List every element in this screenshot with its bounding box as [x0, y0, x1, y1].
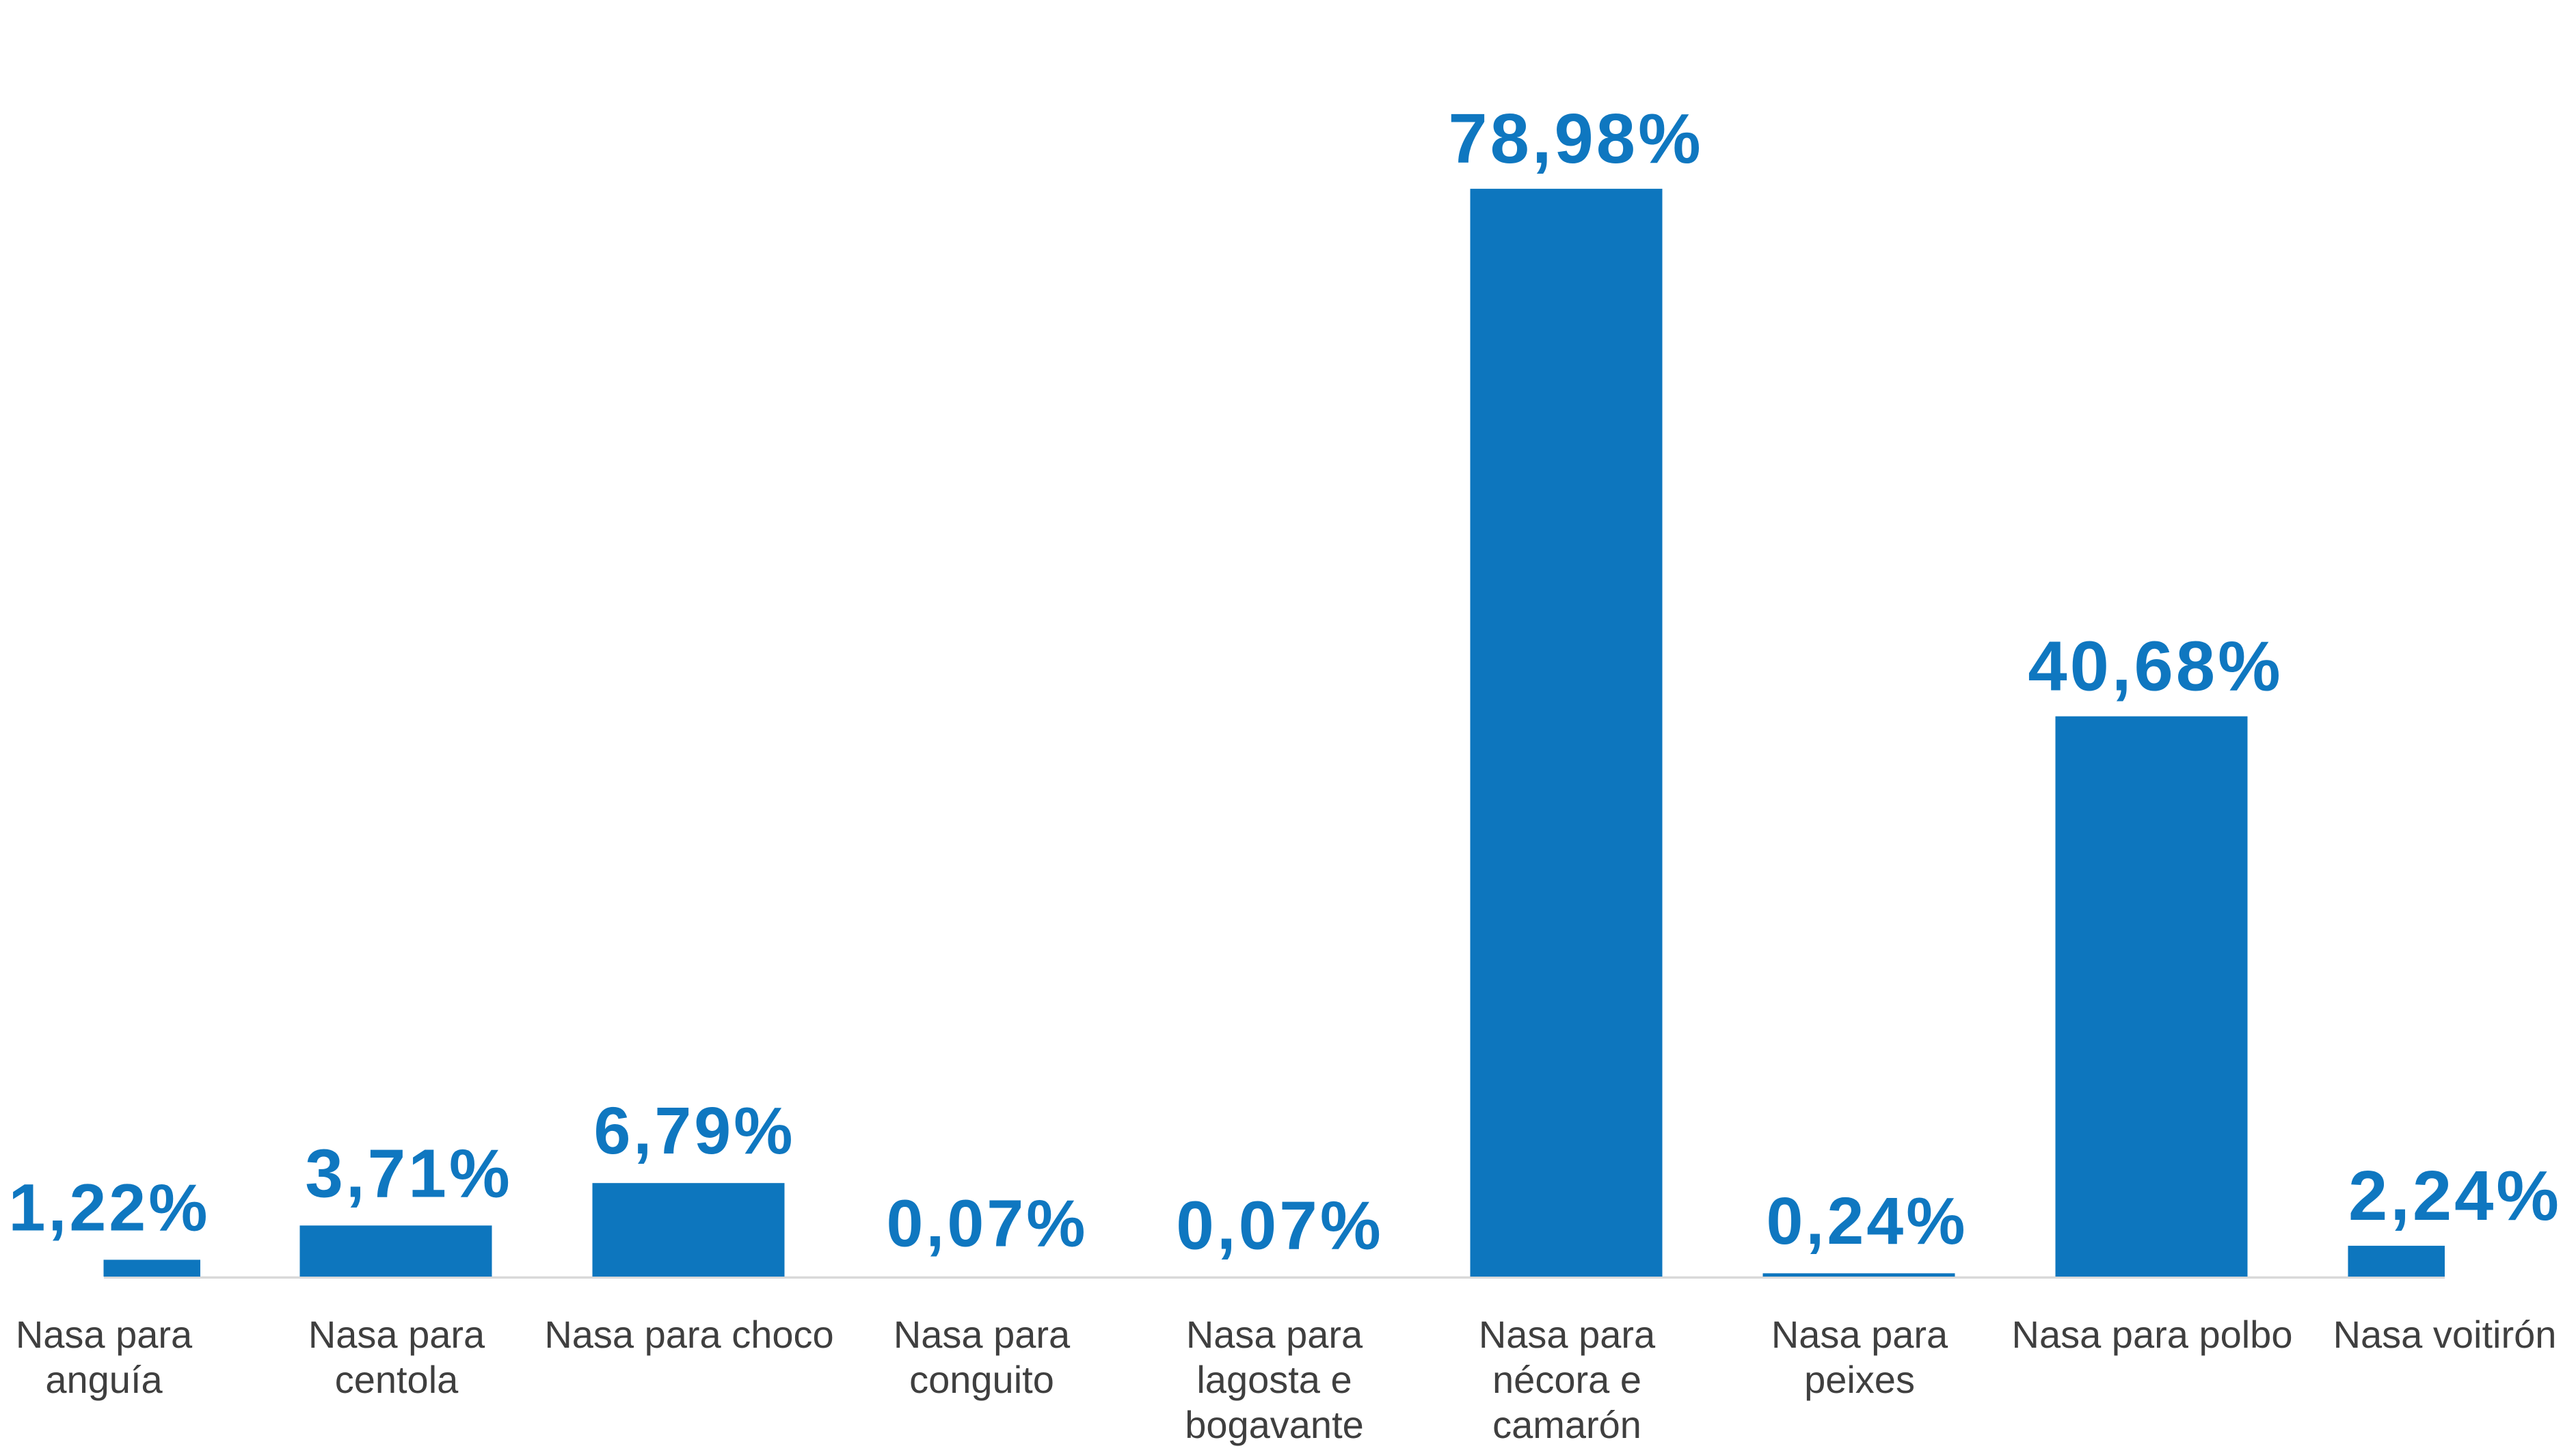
svg-text:Nasa para: Nasa para [1479, 1313, 1656, 1356]
svg-text:peixes: peixes [1804, 1358, 1915, 1401]
svg-text:Nasa para choco: Nasa para choco [544, 1313, 833, 1356]
svg-text:nécora e: nécora e [1492, 1358, 1641, 1401]
svg-text:0,07%: 0,07% [1176, 1188, 1384, 1264]
svg-text:40,68%: 40,68% [2028, 627, 2283, 706]
svg-text:Nasa para: Nasa para [16, 1313, 193, 1356]
svg-text:3,71%: 3,71% [305, 1135, 513, 1212]
svg-text:Nasa para: Nasa para [894, 1313, 1071, 1356]
svg-text:78,98%: 78,98% [1448, 99, 1703, 178]
svg-text:Nasa voitirón: Nasa voitirón [2333, 1313, 2557, 1356]
svg-text:Nasa para: Nasa para [1771, 1313, 1948, 1356]
svg-text:0,24%: 0,24% [1766, 1184, 1968, 1258]
svg-text:0,07%: 0,07% [886, 1186, 1088, 1261]
svg-text:Nasa para: Nasa para [308, 1313, 485, 1356]
svg-text:6,79%: 6,79% [593, 1093, 795, 1168]
svg-text:centola: centola [335, 1358, 459, 1401]
svg-text:1,22%: 1,22% [8, 1170, 210, 1244]
svg-text:2,24%: 2,24% [2348, 1156, 2562, 1235]
svg-text:Nasa para polbo: Nasa para polbo [2012, 1313, 2293, 1356]
svg-text:Nasa para: Nasa para [1186, 1313, 1363, 1356]
svg-text:bogavante: bogavante [1185, 1403, 1364, 1446]
svg-text:anguía: anguía [45, 1358, 163, 1401]
svg-text:lagosta e: lagosta e [1196, 1358, 1352, 1401]
svg-text:conguito: conguito [909, 1358, 1054, 1401]
svg-text:camarón: camarón [1492, 1403, 1641, 1446]
